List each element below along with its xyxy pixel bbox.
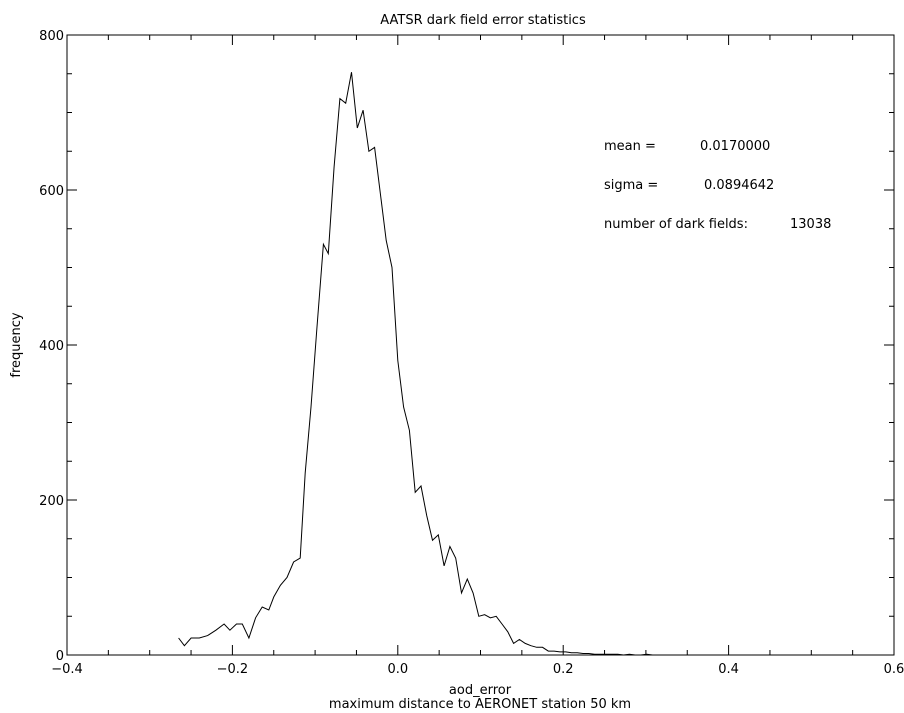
- y-tick-label: 0: [56, 649, 64, 664]
- x-tick-label: 0.2: [553, 662, 574, 677]
- sigma-value: 0.0894642: [704, 178, 774, 193]
- dark-field-count-label: number of dark fields:: [604, 217, 748, 232]
- x-tick-label: 0.0: [387, 662, 408, 677]
- mean-value: 0.0170000: [700, 139, 770, 154]
- y-axis: 0 200 400 600 800: [39, 29, 894, 664]
- y-axis-label: frequency: [9, 312, 24, 378]
- frequency-line-series: [178, 72, 762, 656]
- y-tick-label: 600: [39, 184, 64, 199]
- x-axis: −0.4 −0.2 0.0 0.2 0.4 0.6: [51, 35, 904, 677]
- x-tick-label: 0.6: [884, 662, 904, 677]
- x-tick-label: 0.4: [718, 662, 739, 677]
- x-axis-label: aod_error: [449, 683, 512, 698]
- x-axis-sublabel: maximum distance to AERONET station 50 k…: [329, 697, 631, 712]
- x-tick-label: −0.2: [217, 662, 249, 677]
- x-tick-label: −0.4: [51, 662, 83, 677]
- y-tick-label: 800: [39, 29, 64, 44]
- y-tick-label: 400: [39, 339, 64, 354]
- plot-frame: [66, 34, 895, 656]
- chart-title: AATSR dark field error statistics: [380, 13, 586, 28]
- sigma-label: sigma =: [604, 178, 658, 193]
- dark-field-count-value: 13038: [790, 217, 831, 232]
- y-tick-label: 200: [39, 494, 64, 509]
- mean-label: mean =: [604, 139, 656, 154]
